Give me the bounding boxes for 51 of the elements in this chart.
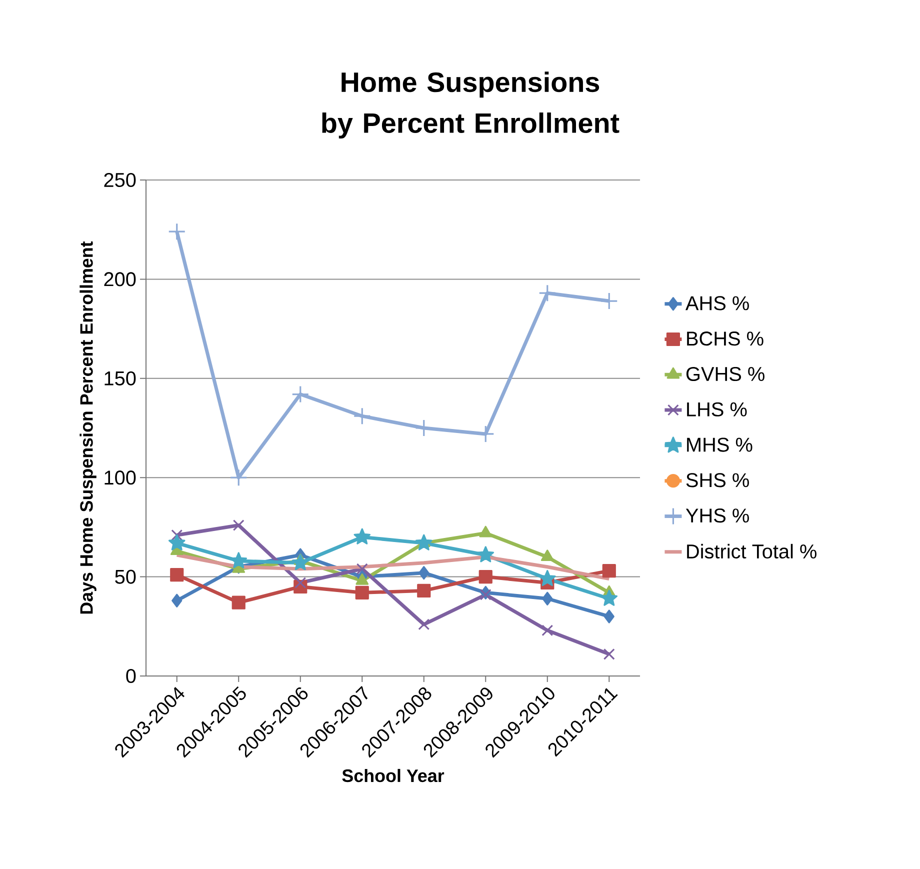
point <box>600 292 618 310</box>
legend-label: District Total % <box>687 544 816 559</box>
legend-label: YHS % <box>686 508 749 523</box>
point <box>294 577 306 588</box>
point <box>602 564 616 578</box>
point <box>542 624 554 636</box>
point <box>170 568 184 582</box>
point <box>354 528 371 544</box>
point <box>542 592 553 606</box>
point <box>417 584 431 598</box>
chart-title: Home Suspensions by Percent Enrollment <box>322 72 620 138</box>
point <box>604 610 614 624</box>
legend-label: AHS % <box>685 296 749 310</box>
y-tick-label: 50 <box>115 570 136 584</box>
y-tick-label: 250 <box>104 172 136 188</box>
point <box>292 554 309 570</box>
legend-label: SHS % <box>686 473 749 488</box>
point <box>418 618 430 630</box>
point <box>356 573 369 585</box>
y-tick-label: 150 <box>104 371 136 386</box>
point <box>538 570 556 586</box>
legend-label: BCHS % <box>687 332 764 346</box>
point <box>603 648 615 660</box>
point <box>415 534 432 550</box>
point <box>171 529 183 541</box>
point <box>478 570 492 584</box>
point <box>353 407 371 425</box>
point <box>477 546 494 562</box>
point <box>168 222 186 240</box>
y-axis-title: Days Home Suspension Percent Enrollment <box>80 241 96 614</box>
x-axis-title: School Year <box>342 768 444 782</box>
point <box>172 594 182 608</box>
point <box>356 563 368 575</box>
legend-label: GVHS % <box>686 366 764 382</box>
point <box>600 590 618 606</box>
point <box>479 526 492 538</box>
point <box>480 588 492 600</box>
y-tick-label: 100 <box>104 470 136 485</box>
point <box>232 596 246 610</box>
point <box>538 284 556 302</box>
y-tick-label: 200 <box>104 272 136 286</box>
legend-label: LHS % <box>687 402 747 416</box>
legend-label: MHS % <box>687 438 752 452</box>
point <box>292 385 310 404</box>
point <box>168 534 186 550</box>
point <box>540 550 554 562</box>
point <box>232 519 244 531</box>
point <box>230 468 248 486</box>
point <box>418 566 430 580</box>
y-tick-label: 0 <box>126 668 136 684</box>
point <box>355 586 369 600</box>
